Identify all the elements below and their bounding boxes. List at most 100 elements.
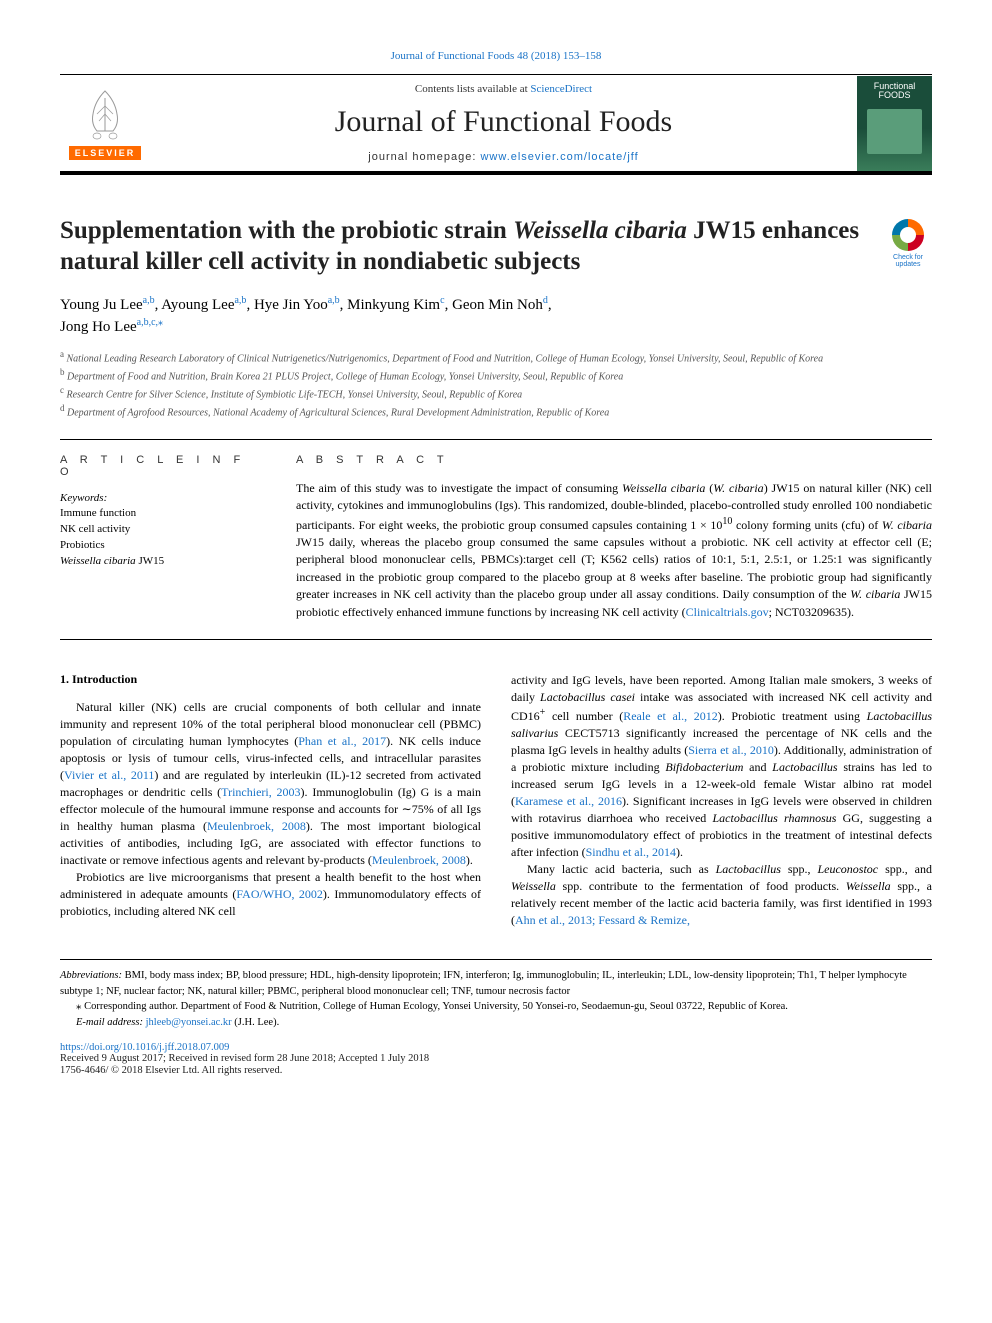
cover-text-2: FOODS <box>878 91 910 101</box>
author-1-aff[interactable]: a,b <box>143 295 155 306</box>
ref-meulenbroek-2008a[interactable]: Meulenbroek, 2008 <box>207 819 306 833</box>
author-2: Ayoung Lee <box>161 297 234 313</box>
c2p2c: spp., and <box>878 862 932 876</box>
email-link[interactable]: jhleeb@yonsei.ac.kr <box>146 1017 232 1028</box>
aff-c: Research Centre for Silver Science, Inst… <box>67 389 523 400</box>
contents-lists-line: Contents lists available at ScienceDirec… <box>150 83 857 95</box>
corresponding-author-note: ⁎ Corresponding author. Department of Fo… <box>60 999 932 1015</box>
c2p2d: spp. contribute to the fermentation of f… <box>556 879 846 893</box>
article-title: Supplementation with the probiotic strai… <box>60 215 932 278</box>
doi-block: https://doi.org/10.1016/j.jff.2018.07.00… <box>60 1042 932 1076</box>
keyword-4-suffix: JW15 <box>136 555 164 567</box>
author-5-aff[interactable]: d <box>543 295 548 306</box>
ref-karamese-2016[interactable]: Karamese et al., 2016 <box>515 794 622 808</box>
author-6-aff[interactable]: a,b,c, <box>137 317 158 328</box>
c2p1k: ). <box>676 845 683 859</box>
aff-a-label: a <box>60 349 64 359</box>
aff-b-label: b <box>60 367 65 377</box>
author-5: Geon Min Noh <box>452 297 543 313</box>
email-label: E-mail address: <box>76 1017 146 1028</box>
body-column-left: 1. Introduction Natural killer (NK) cell… <box>60 672 481 929</box>
author-6-corr[interactable]: ⁎ <box>158 317 163 328</box>
c2p1c: cell number ( <box>545 709 623 723</box>
corr-text: Corresponding author. Department of Food… <box>82 1001 788 1012</box>
author-4: Minkyung Kim <box>347 297 440 313</box>
ref-meulenbroek-2008b[interactable]: Meulenbroek, 2008 <box>372 853 466 867</box>
c2p2em2: Leuconostoc <box>817 862 878 876</box>
author-4-aff[interactable]: c <box>440 295 444 306</box>
abs-sup: 10 <box>722 516 732 527</box>
aff-b: Department of Food and Nutrition, Brain … <box>67 371 623 382</box>
doi-link[interactable]: https://doi.org/10.1016/j.jff.2018.07.00… <box>60 1042 229 1053</box>
ref-reale-2012[interactable]: Reale et al., 2012 <box>623 709 718 723</box>
check-line1: Check for <box>893 254 923 261</box>
article-info-heading: A R T I C L E I N F O <box>60 454 260 478</box>
abs-t5: JW15 daily, whereas the placebo group co… <box>296 535 932 601</box>
c2p2em1: Lactobacillus <box>716 862 781 876</box>
c2p2em3: Weissella <box>511 879 556 893</box>
homepage-link[interactable]: www.elsevier.com/locate/jff <box>480 151 638 163</box>
c2p2a: Many lactic acid bacteria, such as <box>527 862 716 876</box>
masthead: ELSEVIER Contents lists available at Sci… <box>60 74 932 175</box>
intro-para-3: Many lactic acid bacteria, such as Lacto… <box>511 861 932 929</box>
abs-t4: colony forming units (cfu) of <box>732 518 881 532</box>
abstract-heading: A B S T R A C T <box>296 454 932 466</box>
ref-trinchieri-2003[interactable]: Trinchieri, 2003 <box>221 785 300 799</box>
divider-1 <box>60 439 932 440</box>
abstract-column: A B S T R A C T The aim of this study wa… <box>296 454 932 621</box>
footer-block: Abbreviations: BMI, body mass index; BP,… <box>60 959 932 1030</box>
abs-em2: W. cibaria <box>713 481 763 495</box>
journal-name: Journal of Functional Foods <box>150 105 857 139</box>
keywords-label: Keywords: <box>60 492 260 504</box>
intro-para-1: Natural killer (NK) cells are crucial co… <box>60 699 481 869</box>
elsevier-logo: ELSEVIER <box>60 76 150 171</box>
masthead-center: Contents lists available at ScienceDirec… <box>150 75 857 171</box>
abs-em3: W. cibaria <box>882 518 932 532</box>
body-two-column: 1. Introduction Natural killer (NK) cell… <box>60 672 932 929</box>
c2em3: Bifidobacterium <box>665 760 743 774</box>
abstract-text: The aim of this study was to investigate… <box>296 480 932 621</box>
intro-para-2: Probiotics are live microorganisms that … <box>60 869 481 920</box>
c1p1f: ). <box>466 853 473 867</box>
journal-reference: Journal of Functional Foods 48 (2018) 15… <box>60 50 932 62</box>
abs-em4: W. cibaria <box>850 587 900 601</box>
sciencedirect-link[interactable]: ScienceDirect <box>530 83 592 95</box>
check-line2: updates <box>896 261 921 268</box>
elsevier-tree-icon <box>70 86 140 146</box>
c2p2em4: Weissella <box>846 879 891 893</box>
author-2-aff[interactable]: a,b <box>234 295 246 306</box>
author-3-aff[interactable]: a,b <box>328 295 340 306</box>
intro-para-2-cont: activity and IgG levels, have been repor… <box>511 672 932 861</box>
keywords-list: Immune function NK cell activity Probiot… <box>60 506 260 570</box>
abbrev-label: Abbreviations: <box>60 970 122 981</box>
contents-prefix: Contents lists available at <box>415 83 530 95</box>
check-for-updates-badge[interactable]: Check for updates <box>884 219 932 275</box>
divider-2 <box>60 639 932 640</box>
aff-c-label: c <box>60 385 64 395</box>
ref-vivier-2011[interactable]: Vivier et al., 2011 <box>64 768 154 782</box>
ref-ahn-fessard[interactable]: Ahn et al., 2013; Fessard & Remize, <box>515 913 690 927</box>
abbreviations-line: Abbreviations: BMI, body mass index; BP,… <box>60 968 932 998</box>
journal-homepage-line: journal homepage: www.elsevier.com/locat… <box>150 151 857 163</box>
copyright-line: 1756-4646/ © 2018 Elsevier Ltd. All righ… <box>60 1065 932 1076</box>
title-em: Weissella cibaria <box>513 217 687 244</box>
c2p1d: ). Probiotic treatment using <box>718 709 867 723</box>
keyword-1: Immune function <box>60 506 260 522</box>
homepage-prefix: journal homepage: <box>368 151 480 163</box>
author-6: Jong Ho Lee <box>60 319 137 335</box>
affiliations: a National Leading Research Laboratory o… <box>60 348 932 421</box>
aff-d: Department of Agrofood Resources, Nation… <box>67 408 609 419</box>
author-1: Young Ju Lee <box>60 297 143 313</box>
authors-list: Young Ju Leea,b, Ayoung Leea,b, Hye Jin … <box>60 294 932 338</box>
keyword-4-em: Weissella cibaria <box>60 555 136 567</box>
article-info-column: A R T I C L E I N F O Keywords: Immune f… <box>60 454 260 621</box>
author-3: Hye Jin Yoo <box>254 297 328 313</box>
ref-sindhu-2014[interactable]: Sindhu et al., 2014 <box>586 845 676 859</box>
clinicaltrials-link[interactable]: Clinicaltrials.gov <box>686 605 769 619</box>
intro-heading: 1. Introduction <box>60 672 481 687</box>
c2p1g: and <box>743 760 772 774</box>
ref-phan-2017[interactable]: Phan et al., 2017 <box>298 734 386 748</box>
crossmark-icon <box>892 219 924 251</box>
ref-sierra-2010[interactable]: Sierra et al., 2010 <box>688 743 774 757</box>
ref-fao-who-2002[interactable]: FAO/WHO, 2002 <box>236 887 323 901</box>
